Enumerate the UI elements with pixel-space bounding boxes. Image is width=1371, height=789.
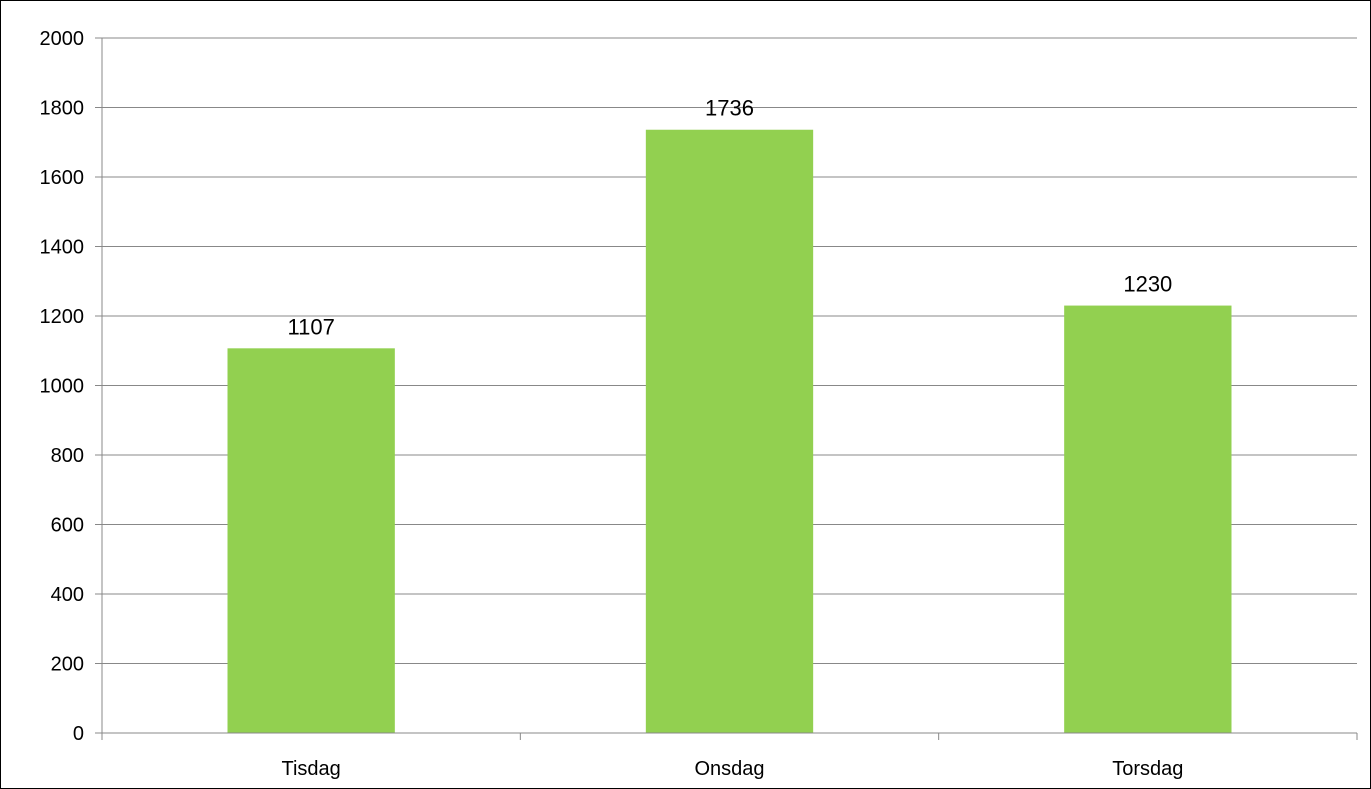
y-tick-label-800: 800: [51, 445, 84, 467]
axes: [95, 37, 1358, 740]
bar-tisdag: [227, 348, 395, 733]
y-tick-label-0: 0: [73, 723, 84, 745]
y-tick-label-2000: 2000: [40, 28, 85, 50]
x-tick-label-tisdag: Tisdag: [282, 758, 341, 780]
labels: 0 200 400 600 800 1000 1200 1400 1600 1800 2000 110…: [40, 28, 1184, 780]
y-tick-label-600: 600: [51, 515, 84, 537]
data-label-torsdag: 1230: [1123, 272, 1172, 297]
data-label-onsdag: 1736: [705, 96, 754, 121]
bar-torsdag: [1064, 305, 1232, 733]
bars: [227, 129, 1232, 734]
y-tick-label-200: 200: [51, 654, 84, 676]
y-tick-label-1200: 1200: [40, 306, 85, 328]
y-tick-label-1800: 1800: [40, 98, 85, 120]
x-tick-label-onsdag: Onsdag: [694, 758, 764, 780]
bar-onsdag: [645, 129, 814, 734]
x-tick-label-torsdag: Torsdag: [1112, 758, 1183, 780]
y-tick-label-1000: 1000: [40, 376, 85, 398]
y-tick-label-400: 400: [51, 584, 84, 606]
data-label-tisdag: 1107: [288, 314, 335, 339]
y-tick-label-1400: 1400: [40, 237, 85, 259]
y-tick-label-1600: 1600: [40, 167, 85, 189]
